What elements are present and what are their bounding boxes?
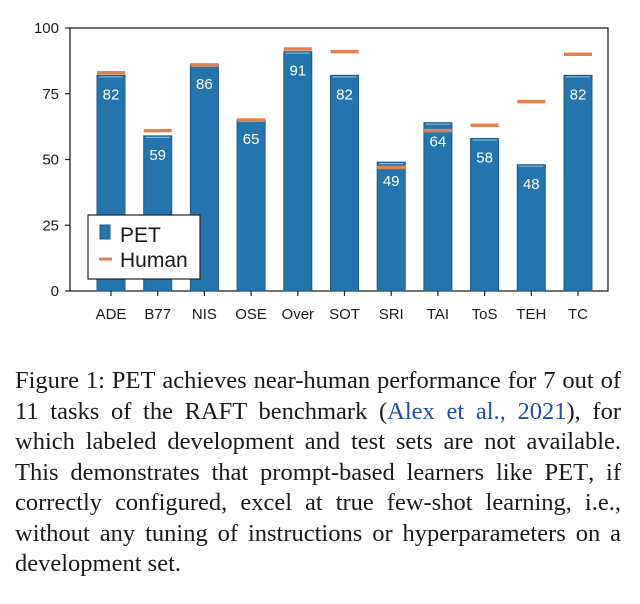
y-tick-label: 0 bbox=[51, 283, 59, 300]
x-tick-label: SRI bbox=[379, 306, 404, 323]
y-tick-label: 75 bbox=[42, 86, 59, 103]
value-label: 49 bbox=[383, 173, 400, 190]
legend-human-label: Human bbox=[120, 249, 188, 272]
value-label: 65 bbox=[243, 131, 260, 148]
value-label: 82 bbox=[570, 86, 587, 103]
value-label: 64 bbox=[430, 134, 447, 151]
caption-text-1: achieves near-human performance for 7 ou… bbox=[15, 367, 621, 425]
x-tick-label: Over bbox=[282, 306, 315, 323]
value-label: 82 bbox=[103, 86, 120, 103]
value-label: 82 bbox=[336, 86, 353, 103]
x-tick-label: TEH bbox=[516, 306, 546, 323]
caption-citation-link[interactable]: Alex et al., 2021 bbox=[387, 397, 567, 425]
pet-bar bbox=[330, 74, 359, 292]
caption-pet-name-2: PET bbox=[544, 458, 589, 486]
value-label: 91 bbox=[289, 63, 306, 80]
legend-pet-label: PET bbox=[120, 224, 161, 247]
value-label: 86 bbox=[196, 76, 213, 93]
caption-text-2: ), for which labeled development and tes… bbox=[15, 397, 621, 486]
y-tick-label: 50 bbox=[42, 152, 59, 169]
value-labels: 82 59 86 65 91 82 49 64 58 48 82 bbox=[103, 63, 587, 193]
caption-text-3: , if correctly configured, excel at true… bbox=[15, 458, 621, 578]
legend: PET Human bbox=[87, 214, 201, 280]
x-axis: ADE B77 NIS OSE Over SOT SRI TAI ToS TEH TC bbox=[96, 291, 588, 323]
legend-pet-swatch bbox=[99, 224, 111, 240]
x-tick-label: SOT bbox=[329, 306, 360, 323]
x-tick-label: NIS bbox=[192, 306, 217, 323]
x-tick-label: ADE bbox=[96, 306, 127, 323]
caption-label: Figure 1: bbox=[15, 367, 105, 394]
pet-bar bbox=[563, 74, 593, 292]
pet-bar bbox=[516, 164, 546, 292]
pet-bar bbox=[470, 137, 500, 292]
figure-caption: Figure 1: PET achieves near-human perfor… bbox=[15, 366, 621, 580]
y-tick-label: 25 bbox=[42, 217, 59, 234]
pet-bar bbox=[376, 161, 406, 292]
value-label: 58 bbox=[476, 149, 493, 166]
value-label: 59 bbox=[149, 147, 166, 164]
bar-chart: 0 25 50 75 100 82 59 86 65 91 82 49 64 58 48 82 ADE B77… bbox=[34, 20, 609, 323]
human-marks bbox=[97, 47, 592, 170]
x-tick-label: ToS bbox=[472, 306, 498, 323]
pet-bar bbox=[283, 51, 313, 292]
x-tick-label: TAI bbox=[427, 306, 449, 323]
y-axis: 0 25 50 75 100 bbox=[34, 20, 70, 300]
x-tick-label: OSE bbox=[235, 306, 267, 323]
x-tick-label: TC bbox=[568, 306, 588, 323]
caption-pet-name: PET bbox=[111, 367, 156, 394]
y-tick-label: 100 bbox=[34, 20, 59, 37]
value-label: 48 bbox=[523, 176, 540, 193]
x-tick-label: B77 bbox=[144, 306, 171, 323]
pet-bar bbox=[423, 122, 453, 292]
